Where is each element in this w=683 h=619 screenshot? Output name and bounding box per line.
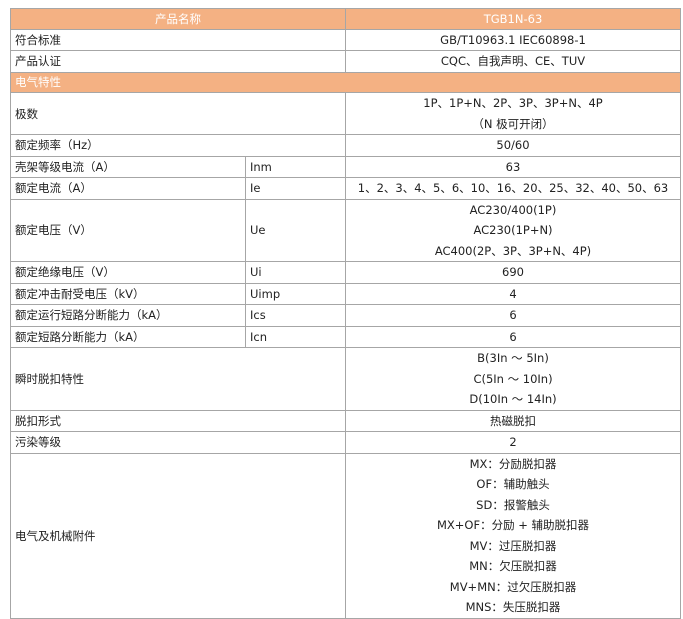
value-line: SD：报警触头 (476, 497, 550, 512)
value-line: OF：辅助触头 (476, 477, 550, 491)
row-value: 6 (345, 304, 681, 327)
row-value: GB/T10963.1 IEC60898-1 (345, 28, 681, 51)
row-value: CQC、自我声明、CE、TUV (345, 50, 681, 73)
row-symbol: Ui (245, 261, 346, 284)
value-line: 4 (509, 286, 517, 301)
spec-row: 额定电流（A） Ie 1、2、3、4、5、6、10、16、20、25、32、40、5… (10, 177, 681, 200)
row-label: 产品认证 (10, 50, 346, 73)
row-value: 4 (345, 282, 681, 305)
value-line: 1、2、3、4、5、6、10、16、20、25、32、40、50、63 (357, 181, 669, 195)
value-line: 690 (502, 265, 524, 279)
value-line: 50/60 (496, 138, 530, 152)
value-line: MX：分励脱扣器 (469, 456, 557, 471)
value-line: AC230(1P+N) (473, 223, 553, 237)
spec-row: 脱扣形式 热磁脱扣 (10, 409, 681, 432)
spec-table: 产品名称 TGB1N-63 符合标准 GB/T10963.1 IEC60898-1… (10, 8, 681, 619)
spec-row: 产品认证 CQC、自我声明、CE、TUV (10, 50, 681, 73)
row-label: 额定电压（V） (10, 198, 246, 262)
row-label: 额定运行短路分断能力（kA） (10, 304, 246, 327)
spec-row: 壳架等级电流（A） Inm 63 (10, 155, 681, 178)
spec-row: 瞬时脱扣特性 B(3In ～ 5In) C(5In ～ 10In) D(10In ～ … (10, 347, 681, 411)
spec-row: 额定冲击耐受电压（kV） Uimp 4 (10, 282, 681, 305)
value-line: B(3In ～ 5In) (477, 351, 549, 365)
spec-row: 符合标准 GB/T10963.1 IEC60898-1 (10, 28, 681, 51)
value-line: 63 (505, 159, 521, 174)
table-body: 产品名称 TGB1N-63 符合标准 GB/T10963.1 IEC60898-1… (10, 8, 681, 619)
row-symbol: Inm (245, 155, 346, 178)
row-value: 50/60 (345, 134, 681, 157)
row-symbol: Ics (245, 304, 346, 327)
row-label: 电气及机械附件 (10, 452, 346, 619)
row-label: 壳架等级电流（A） (10, 155, 246, 178)
spec-row: 污染等级 2 (10, 431, 681, 454)
row-value: 6 (345, 325, 681, 348)
row-label: 额定绝缘电压（V） (10, 261, 246, 284)
value-line: C(5In ～ 10In) (473, 371, 553, 386)
row-value: 1、2、3、4、5、6、10、16、20、25、32、40、50、63 (345, 177, 681, 200)
value-line: GB/T10963.1 IEC60898-1 (440, 32, 586, 47)
value-line: D(10In ～ 14In) (469, 392, 557, 406)
row-value: AC230/400(1P) AC230(1P+N) AC400(2P、3P、3P+N… (345, 198, 681, 262)
value-line: MV+MN：过欠压脱扣器 (449, 579, 577, 594)
spec-row: 电气及机械附件 MX：分励脱扣器 OF：辅助触头 SD：报警触头 MX+OF：分励 + … (10, 452, 681, 619)
value-line: 2 (509, 435, 517, 449)
spec-row: 极数 1P、1P+N、2P、3P、3P+N、4P （N 极可开闭） (10, 92, 681, 135)
row-value: 2 (345, 431, 681, 454)
row-label: 符合标准 (10, 28, 346, 51)
row-value: 热磁脱扣 (345, 409, 681, 432)
row-symbol: Uimp (245, 282, 346, 305)
value-line: MV：过压脱扣器 (469, 538, 557, 553)
value-line: MX+OF：分励 + 辅助脱扣器 (436, 518, 590, 532)
value-line: 6 (509, 329, 517, 344)
row-value: 690 (345, 261, 681, 284)
section-row: 电气特性 (10, 71, 681, 93)
row-label: 极数 (10, 92, 346, 135)
value-line: 1P、1P+N、2P、3P、3P+N、4P (423, 96, 603, 110)
value-line: （N 极可开闭） (472, 116, 554, 131)
value-line: AC230/400(1P) (469, 202, 557, 217)
row-symbol: Icn (245, 325, 346, 348)
row-label: 瞬时脱扣特性 (10, 347, 346, 411)
spec-row: 额定电压（V） Ue AC230/400(1P) AC230(1P+N) AC400(2… (10, 198, 681, 262)
row-label: 额定电流（A） (10, 177, 246, 200)
header-label: 产品名称 (10, 8, 346, 30)
row-label: 额定短路分断能力（kA） (10, 325, 246, 348)
value-line: AC400(2P、3P、3P+N、4P) (434, 243, 592, 258)
row-label: 污染等级 (10, 431, 346, 454)
value-line: 热磁脱扣 (490, 413, 536, 428)
spec-row: 额定短路分断能力（kA） Icn 6 (10, 325, 681, 348)
spec-row: 额定频率（Hz） 50/60 (10, 134, 681, 157)
value-line: CQC、自我声明、CE、TUV (440, 54, 586, 68)
section-title: 电气特性 (10, 71, 681, 93)
value-line: MN：欠压脱扣器 (469, 559, 557, 573)
spec-row: 额定绝缘电压（V） Ui 690 (10, 261, 681, 284)
value-line: 6 (509, 308, 517, 322)
row-symbol: Ue (245, 198, 346, 262)
row-value: 63 (345, 155, 681, 178)
row-label: 额定冲击耐受电压（kV） (10, 282, 246, 305)
row-symbol: Ie (245, 177, 346, 200)
row-value: B(3In ～ 5In) C(5In ～ 10In) D(10In ～ 14In) (345, 347, 681, 411)
row-label: 脱扣形式 (10, 409, 346, 432)
header-row: 产品名称 TGB1N-63 (10, 8, 681, 30)
spec-row: 额定运行短路分断能力（kA） Ics 6 (10, 304, 681, 327)
header-value: TGB1N-63 (345, 8, 681, 30)
row-value: MX：分励脱扣器 OF：辅助触头 SD：报警触头 MX+OF：分励 + 辅助脱扣器 MV… (345, 452, 681, 619)
row-value: 1P、1P+N、2P、3P、3P+N、4P （N 极可开闭） (345, 92, 681, 135)
row-label: 额定频率（Hz） (10, 134, 346, 157)
value-line: MNS：失压脱扣器 (465, 600, 561, 614)
